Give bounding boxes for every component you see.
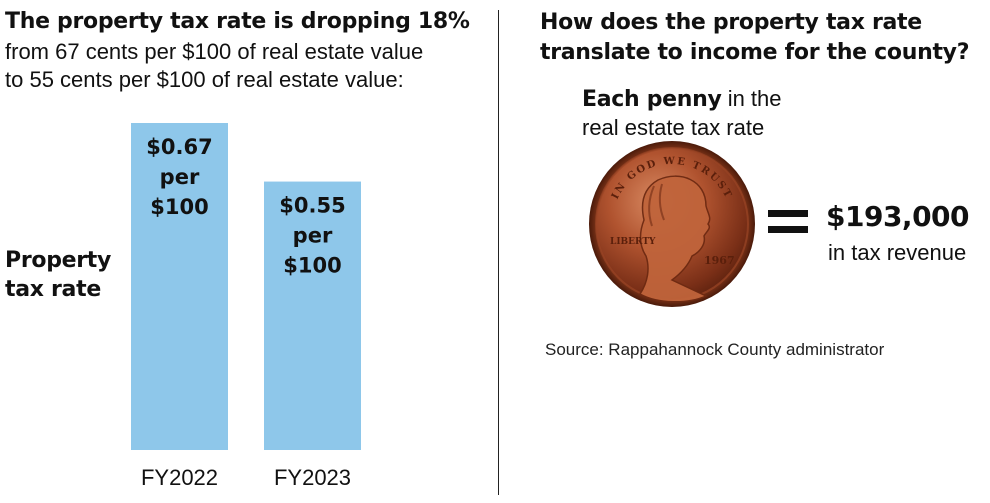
- y-axis-label-line-2: tax rate: [5, 277, 101, 302]
- right-panel-title: How does the property tax rate translate…: [540, 8, 985, 68]
- bar-fy2022: [131, 123, 228, 450]
- penny-caption-bold: Each penny: [582, 87, 722, 112]
- source-note: Source: Rappahannock County administrato…: [545, 340, 885, 359]
- data-label-fy2023-line-2: per: [293, 224, 333, 248]
- coin-liberty: LIBERTY: [610, 237, 656, 247]
- panel-divider: [498, 10, 499, 495]
- x-tick-label-fy2022: FY2022: [141, 465, 218, 490]
- penny-coin-icon: IN GOD WE TRUST LIBERTY 1967: [589, 141, 755, 307]
- bar-chart: $0.67 per $100 FY2022 $0.55 per $100 FY2023: [131, 123, 361, 490]
- penny-caption-rest: in the: [721, 86, 782, 111]
- right-title-line-2: translate to income for the county?: [540, 40, 970, 65]
- chart-subtitle: from 67 cents per $100 of real estate va…: [5, 38, 485, 94]
- penny-caption: Each penny in the real estate tax rate: [582, 85, 862, 142]
- data-label-fy2023-line-3: $100: [283, 254, 341, 278]
- y-axis-label-line-1: Property: [5, 248, 112, 273]
- data-label-fy2023-line-1: $0.55: [279, 194, 345, 218]
- equals-icon: [768, 208, 808, 236]
- penny-caption-line-2: real estate tax rate: [582, 115, 765, 140]
- revenue-subtitle: in tax revenue: [828, 240, 967, 265]
- right-title-line-1: How does the property tax rate: [540, 10, 922, 35]
- data-label-fy2022-line-3: $100: [150, 195, 208, 219]
- revenue-value: $193,000: [826, 200, 970, 233]
- coin-year: 1967: [704, 254, 735, 267]
- subtitle-line-1: from 67 cents per $100 of real estate va…: [5, 39, 424, 64]
- data-label-fy2022-line-2: per: [160, 165, 200, 189]
- bar-fy2023: [264, 181, 361, 450]
- data-label-fy2022-line-1: $0.67: [146, 135, 212, 159]
- x-tick-label-fy2023: FY2023: [274, 465, 351, 490]
- subtitle-line-2: to 55 cents per $100 of real estate valu…: [5, 67, 404, 92]
- chart-title: The property tax rate is dropping 18%: [5, 9, 470, 34]
- y-axis-label: Property tax rate: [5, 246, 125, 304]
